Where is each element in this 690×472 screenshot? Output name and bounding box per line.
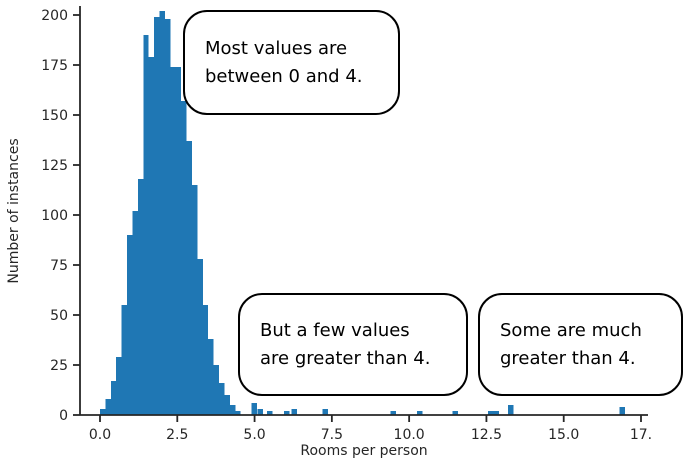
histogram-bar (181, 101, 187, 415)
x-tick-label: 10.0 (394, 427, 425, 443)
histogram-bar (487, 411, 494, 415)
histogram-bar (452, 411, 458, 415)
y-tick-label: 25 (50, 358, 68, 374)
histogram-bar (208, 339, 214, 415)
histogram-bar (213, 365, 220, 415)
histogram-bar (132, 211, 138, 415)
histogram-bar (137, 179, 144, 415)
y-tick-label: 50 (50, 308, 68, 324)
histogram-bar (493, 411, 499, 415)
x-tick-label: 0.0 (89, 427, 111, 443)
histogram-bar (390, 411, 396, 415)
histogram-bar (148, 57, 155, 415)
x-tick-label: 5.0 (243, 427, 265, 443)
histogram-bar (154, 17, 160, 415)
y-tick-label: 175 (41, 58, 68, 74)
histogram-bar (170, 67, 176, 415)
x-tick-label: 7.5 (321, 427, 343, 443)
histogram-bar (191, 185, 198, 415)
histogram-bar (164, 19, 171, 415)
histogram-bar (105, 399, 111, 415)
callout-much-greater: Some are much greater than 4. (478, 293, 683, 396)
histogram-bar (186, 141, 192, 415)
callout-much-greater-text: Some are much greater than 4. (500, 319, 642, 369)
callout-few-values: But a few values are greater than 4. (238, 293, 468, 396)
histogram-bar (619, 407, 625, 415)
histogram-bar (266, 411, 273, 415)
histogram-bar (257, 409, 264, 415)
histogram-bar (291, 409, 298, 415)
histogram-bar (121, 305, 128, 415)
y-tick-label: 100 (41, 208, 68, 224)
histogram-bar (197, 259, 203, 415)
y-tick-label: 125 (41, 158, 68, 174)
callout-most-values-text: Most values are between 0 and 4. (205, 37, 363, 87)
histogram-bar (416, 411, 423, 415)
callout-most-values: Most values are between 0 and 4. (183, 10, 400, 115)
histogram-bar (283, 411, 290, 415)
y-tick-label: 150 (41, 108, 68, 124)
x-tick-label: 2.5 (166, 427, 188, 443)
histogram-bar (175, 67, 182, 415)
y-tick-label: 75 (50, 258, 68, 274)
x-tick-label: 15.0 (548, 427, 579, 443)
histogram-bar (159, 11, 165, 415)
y-tick-label: 0 (59, 408, 68, 424)
histogram-bar (508, 405, 514, 415)
histogram-bar (322, 409, 328, 415)
histogram-bar (127, 235, 133, 415)
histogram-bar (202, 305, 209, 415)
y-tick-label: 200 (41, 8, 68, 24)
histogram-bar (110, 381, 117, 415)
x-tick-label: 12.5 (471, 427, 502, 443)
histogram-bar (235, 411, 241, 415)
histogram-bar (116, 357, 122, 415)
x-axis-label: Rooms per person (300, 443, 428, 459)
histogram-bar (143, 35, 149, 415)
y-axis-label: Number of instances (6, 138, 22, 284)
callout-few-values-text: But a few values are greater than 4. (260, 319, 431, 369)
histogram-bar (229, 405, 236, 415)
x-tick-label: 17. (630, 427, 652, 443)
histogram-bar (219, 383, 225, 415)
histogram-bar (224, 395, 230, 415)
histogram-bar (251, 403, 257, 415)
histogram-bar (100, 409, 106, 415)
